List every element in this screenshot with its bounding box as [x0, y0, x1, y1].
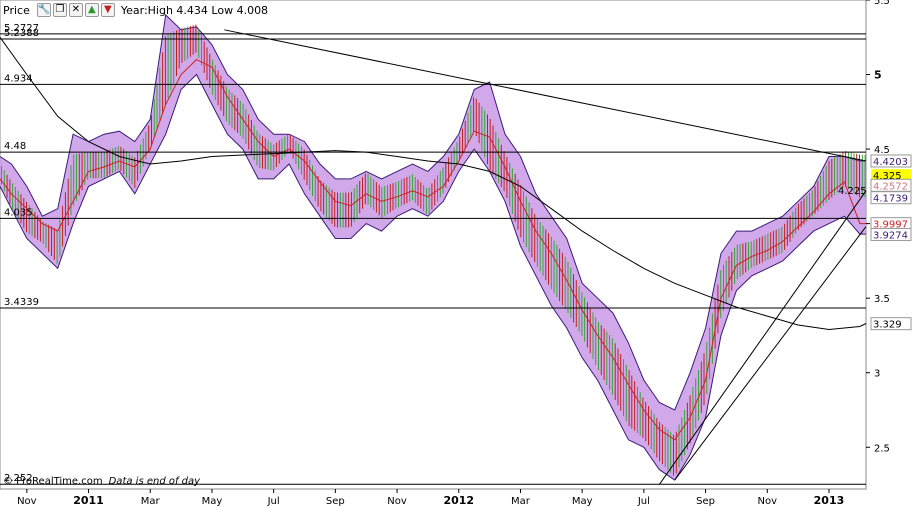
level-label: 4.225: [838, 186, 867, 197]
level-label: 2.252: [4, 473, 33, 484]
y-tick-label: 2.5: [874, 443, 890, 454]
plot-area: [0, 0, 867, 490]
value-tag: 3.329: [873, 320, 902, 331]
wrench-icon[interactable]: 🔧: [36, 3, 51, 17]
level-label: 4.48: [4, 141, 26, 152]
value-tag-box: [870, 154, 912, 168]
trendline-3: [674, 226, 867, 481]
brand-text: © ProRealTime.com: [3, 476, 103, 487]
x-tick-label: Nov: [17, 496, 37, 507]
close-icon[interactable]: ✕: [68, 3, 83, 17]
x-tick-label: Nov: [758, 496, 778, 507]
x-tick-label: Jul: [267, 496, 280, 507]
footer: © ProRealTime.com Data is end of day: [3, 476, 200, 487]
moving-average-long: [0, 37, 867, 331]
trendline-2: [658, 190, 867, 485]
y-tick-label: 3.5: [874, 294, 890, 305]
data-note: Data is end of day: [108, 476, 201, 487]
value-tag-box: [870, 227, 912, 241]
x-tick-label: 2011: [73, 494, 104, 507]
x-tick-label: Sep: [696, 496, 715, 507]
value-tag: 3.9997: [873, 220, 908, 231]
move-up-icon[interactable]: ▲: [84, 3, 99, 17]
moving-average-short: [0, 58, 866, 441]
trendline-1: [224, 29, 867, 162]
level-label: 5.2388: [4, 28, 39, 39]
x-tick-label: Mar: [511, 496, 531, 507]
x-tick-label: May: [572, 496, 593, 507]
level-label: 3.4339: [4, 297, 39, 308]
window-icon[interactable]: ❐: [52, 3, 67, 17]
band-lower-line: [0, 73, 866, 481]
level-label: 4.035: [4, 207, 33, 218]
move-down-icon[interactable]: ▼: [100, 3, 115, 17]
band-upper-line: [0, 13, 866, 411]
value-tag: 4.325: [873, 171, 902, 182]
y-tick-label: 3: [874, 369, 880, 380]
panel-title: Price: [3, 3, 30, 17]
x-tick-label: Jul: [637, 496, 650, 507]
level-label: 5.2727: [4, 23, 39, 34]
level-label: 4.934: [4, 73, 33, 84]
value-tag: 4.1739: [873, 194, 908, 205]
x-tick-label: May: [202, 496, 223, 507]
value-tag: 4.2572: [873, 181, 908, 192]
x-tick-label: Mar: [141, 496, 161, 507]
year-range-text: Year:High 4.434 Low 4.008: [120, 3, 269, 17]
x-tick-label: 2013: [814, 494, 845, 507]
value-tag-box: [870, 191, 912, 205]
y-tick-label: 4.5: [874, 145, 890, 156]
value-tag: 4.4203: [873, 157, 908, 168]
y-tick-label: 5.5: [874, 0, 890, 7]
value-tag-box: [870, 317, 912, 331]
x-tick-label: Sep: [326, 496, 345, 507]
x-tick-label: 2012: [443, 494, 474, 507]
value-tag: 3.9274: [873, 230, 908, 241]
value-tag-box: [871, 169, 911, 182]
x-tick-label: Nov: [387, 496, 407, 507]
price-bars: [1, 24, 866, 476]
y-tick-label: 5: [874, 69, 882, 82]
chart-toolbar: Price 🔧 ❐ ✕ ▲ ▼ Year:High 4.434 Low 4.00…: [0, 0, 866, 20]
